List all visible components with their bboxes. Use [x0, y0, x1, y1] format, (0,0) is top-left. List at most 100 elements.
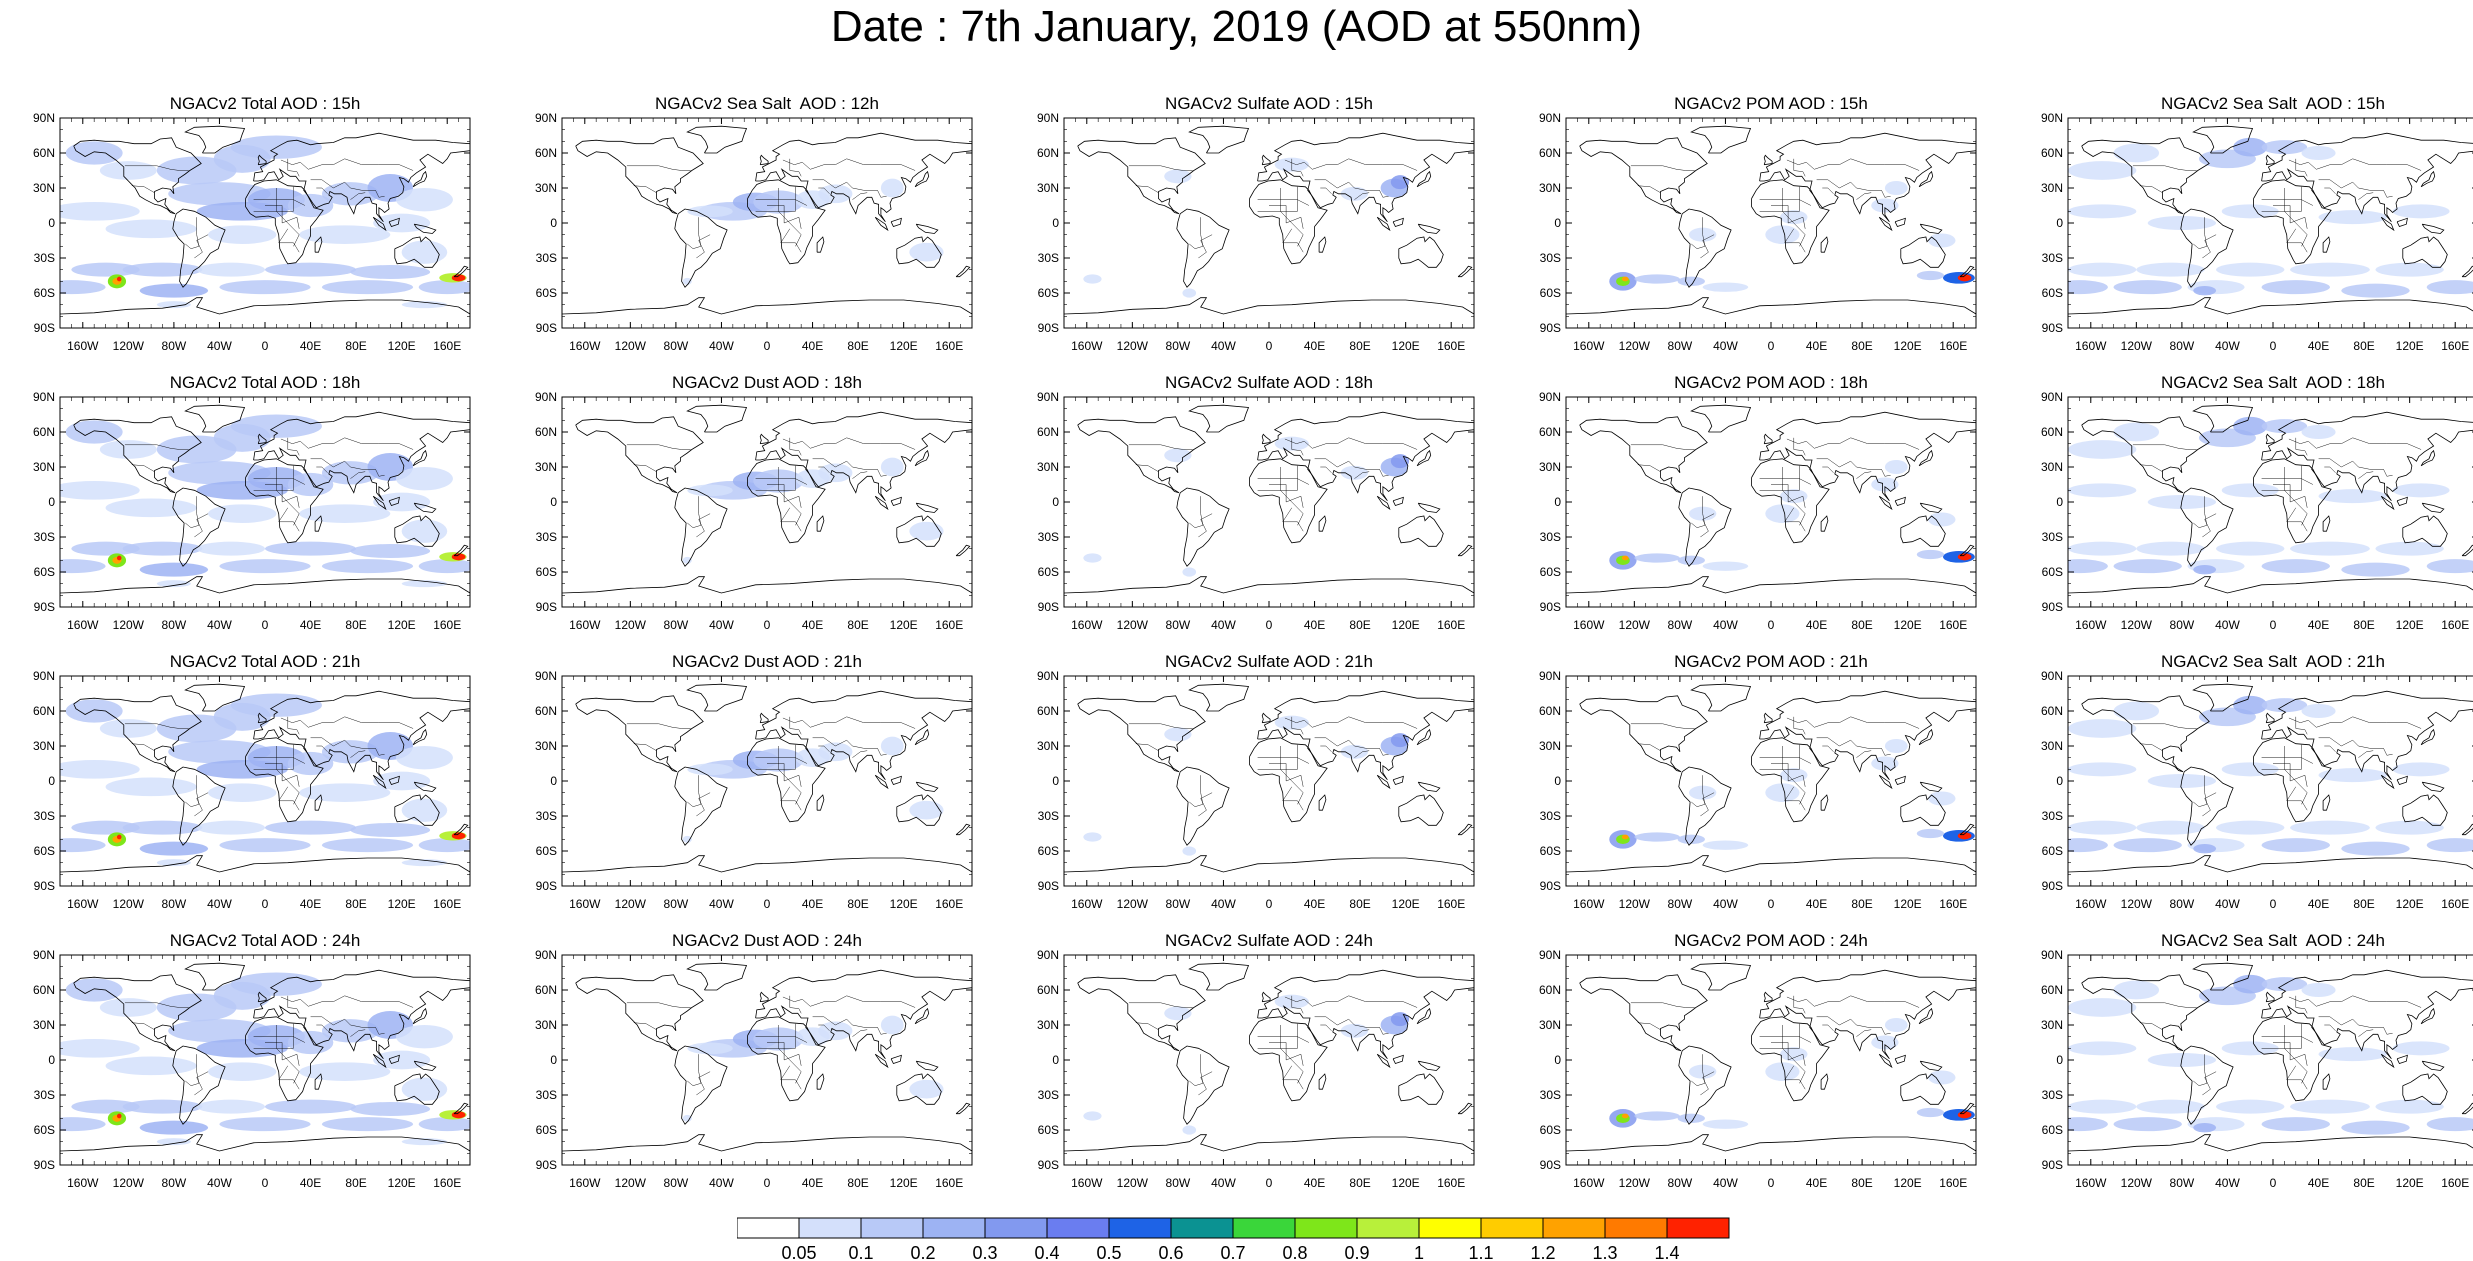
panel-title: NGACv2 Total AOD : 18h	[169, 373, 361, 392]
latitude-label: 90N	[1539, 390, 1561, 404]
coastline	[253, 690, 470, 781]
aod-field	[2392, 204, 2450, 219]
coastline	[2192, 404, 2254, 433]
aod-field	[2301, 704, 2336, 718]
longitude-label: 40E	[300, 897, 321, 911]
longitude-label: 80W	[1668, 1176, 1693, 1190]
panel-title: NGACv2 Total AOD : 15h	[169, 94, 361, 113]
coastline	[1176, 766, 1230, 846]
coastline	[915, 1060, 939, 1071]
coastline	[562, 1134, 972, 1152]
aod-field	[60, 760, 140, 779]
aod-field	[373, 213, 431, 233]
aod-field	[818, 1021, 853, 1041]
longitude-label: 80E	[1851, 897, 1872, 911]
latitude-label: 90S	[1038, 600, 1059, 614]
latitude-label: 60N	[2041, 704, 2063, 718]
country-border	[1637, 1022, 1661, 1030]
longitude-label: 160E	[2441, 897, 2469, 911]
aod-field	[1702, 1119, 1749, 1129]
latitude-label: 30S	[34, 1088, 55, 1102]
aod-field	[1340, 186, 1369, 201]
colorbar-label: 1.2	[1530, 1243, 1555, 1261]
coastline	[1759, 969, 1976, 1060]
coastline	[755, 969, 972, 1060]
longitude-label: 160W	[569, 1176, 601, 1190]
longitude-label: 160E	[1939, 1176, 1967, 1190]
country-border	[778, 746, 802, 805]
coastline	[1894, 1054, 1906, 1064]
country-border	[293, 1023, 306, 1043]
coastline	[2461, 823, 2473, 836]
aod-field	[1677, 555, 1705, 565]
colorbar-label: 0.05	[781, 1243, 816, 1261]
aod-field	[687, 205, 733, 218]
country-border	[316, 1024, 328, 1031]
country-border	[2318, 737, 2393, 756]
coastline	[1878, 495, 1893, 511]
country-border	[310, 737, 385, 756]
longitude-label: 0	[262, 339, 269, 353]
country-border	[2193, 1054, 2208, 1086]
coastline	[686, 962, 748, 991]
aod-field	[1702, 840, 1749, 850]
coastline	[372, 1053, 387, 1069]
country-border	[2358, 192, 2374, 200]
coastline	[184, 962, 246, 991]
coastline	[2253, 458, 2332, 544]
longitude-label: 160E	[1437, 1176, 1465, 1190]
latitude-label: 60S	[536, 565, 557, 579]
aod-field	[2068, 204, 2137, 219]
map-panel: 90N 60N 30N 0 30S 60S 90S 160W 120W 80W 40W 0 40E 80E…	[1004, 94, 1504, 384]
latitude-label: 90S	[1540, 321, 1561, 335]
coastline	[372, 774, 387, 790]
coastline	[2402, 515, 2448, 547]
country-border	[1128, 723, 1193, 729]
country-border	[1189, 775, 1204, 807]
country-border	[1784, 507, 1806, 532]
coastline	[1257, 690, 1474, 781]
country-border	[633, 185, 657, 193]
latitude-label: 90S	[2042, 1158, 2063, 1172]
country-border	[287, 995, 300, 1014]
country-border	[626, 444, 691, 450]
aod-field	[116, 555, 122, 561]
longitude-label: 0	[764, 1176, 771, 1190]
longitude-label: 40E	[1304, 897, 1325, 911]
longitude-label: 160E	[1939, 618, 1967, 632]
coastline	[2420, 449, 2436, 467]
aod-field	[418, 280, 470, 295]
longitude-label: 40W	[1211, 897, 1236, 911]
longitude-label: 40W	[1713, 1176, 1738, 1190]
coastline	[453, 823, 469, 836]
aod-field	[2233, 137, 2268, 157]
longitude-label: 40E	[802, 339, 823, 353]
longitude-label: 160W	[1573, 1176, 1605, 1190]
coastline	[2265, 712, 2275, 724]
country-border	[1856, 192, 1872, 200]
country-border	[795, 1023, 808, 1043]
country-border	[1816, 1016, 1891, 1035]
coastline	[2068, 855, 2473, 873]
latitude-label: 90N	[1539, 948, 1561, 962]
aod-field	[1182, 288, 1197, 298]
latitude-label: 60S	[1038, 844, 1059, 858]
country-border	[2358, 471, 2374, 479]
coastline	[2265, 154, 2275, 166]
coastline	[60, 855, 470, 873]
longitude-label: 0	[2270, 618, 2277, 632]
country-border	[1282, 228, 1304, 253]
map-panel: 90N 60N 30N 0 30S 60S 90S 160W 120W 80W 40W 0 40E 80E…	[502, 94, 1002, 384]
coastline	[1257, 969, 1474, 1060]
latitude-label: 30S	[1540, 809, 1561, 823]
coastline	[2265, 433, 2275, 445]
aod-field	[687, 1042, 733, 1055]
world-map: 90N 60N 30N 0 30S 60S 90S 160W 120W 80W 40W 0 40E 80E…	[535, 390, 973, 632]
coastline	[412, 1007, 428, 1025]
aod-field	[1928, 791, 1956, 806]
coastline	[314, 236, 323, 253]
coastline	[1820, 515, 1829, 532]
latitude-label: 60N	[1037, 146, 1059, 160]
country-border	[1856, 750, 1872, 758]
latitude-label: 0	[550, 774, 557, 788]
